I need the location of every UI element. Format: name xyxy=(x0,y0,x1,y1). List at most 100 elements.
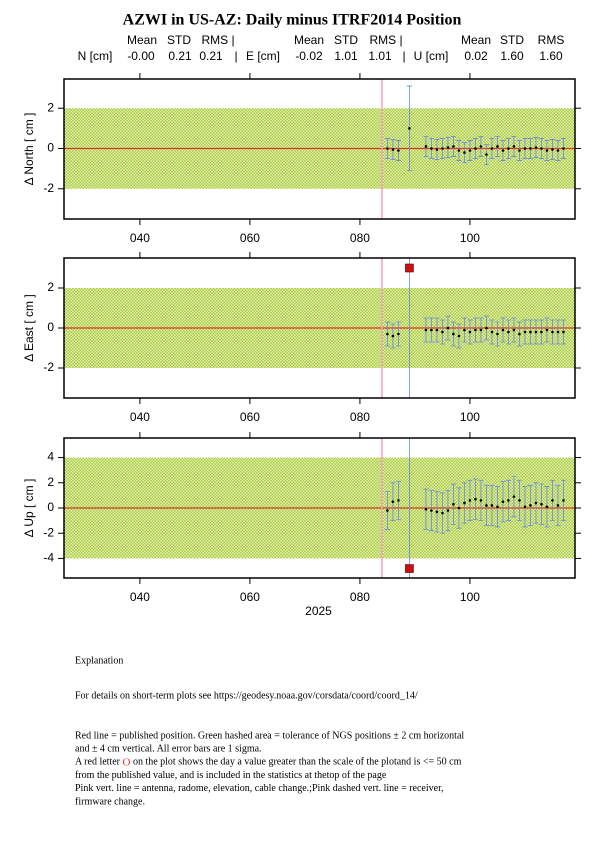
point xyxy=(507,499,510,502)
y-tick-label: -2 xyxy=(43,181,54,195)
explanation-line: A red letter O on the plot shows the day… xyxy=(75,756,462,768)
explanation-heading: Explanation xyxy=(75,655,123,666)
point xyxy=(408,127,411,130)
x-tick-label: 060 xyxy=(240,410,260,424)
point xyxy=(540,502,543,506)
y-tick-label: -2 xyxy=(43,360,54,374)
explanation-line: from the published value, and is include… xyxy=(75,770,387,781)
point xyxy=(386,509,389,512)
stats-separator: | xyxy=(402,49,405,63)
x-tick-label: 040 xyxy=(130,590,150,604)
x-tick-label: 080 xyxy=(350,590,370,604)
point xyxy=(496,332,499,336)
stats-value: -0.00 xyxy=(127,49,155,63)
explanation-details: For details on short-term plots see http… xyxy=(75,690,418,701)
point xyxy=(446,146,450,149)
y-tick-label: 0 xyxy=(47,141,54,155)
point xyxy=(391,334,395,338)
x-tick-label: 080 xyxy=(350,410,370,424)
point xyxy=(562,330,565,334)
point xyxy=(463,151,466,154)
stats-value: 1.01 xyxy=(368,49,392,63)
stats-value: N [cm] xyxy=(78,49,113,63)
point xyxy=(496,145,499,148)
point xyxy=(545,149,549,152)
point xyxy=(529,504,532,507)
x-tick-label: 080 xyxy=(350,231,370,245)
panel: -2 0 2 040 060 080 100 Δ East [ cm ] xyxy=(22,252,581,424)
point xyxy=(452,332,455,336)
point xyxy=(534,146,538,149)
point xyxy=(501,500,505,503)
point xyxy=(474,328,477,332)
stats-value: 0.02 xyxy=(464,49,488,63)
point xyxy=(463,501,466,505)
panel-frame xyxy=(63,78,576,220)
stats-value: 1.60 xyxy=(500,49,524,63)
y-tick-label: 2 xyxy=(47,475,54,489)
panel-frame xyxy=(63,257,576,399)
point xyxy=(518,499,521,502)
explanation-fragment: A red letter xyxy=(75,757,122,768)
point xyxy=(474,497,477,501)
point xyxy=(540,330,543,334)
stats-header: Mean xyxy=(294,33,324,47)
point xyxy=(507,330,510,334)
point xyxy=(457,149,461,152)
stats-header: RMS | xyxy=(369,33,402,47)
y-tick-label: 2 xyxy=(47,100,54,114)
x-tick-label: 060 xyxy=(240,590,260,604)
stats-header: Mean xyxy=(127,33,157,47)
point xyxy=(479,328,483,332)
point xyxy=(485,504,488,507)
panel-frame xyxy=(63,437,576,579)
y-tick-label: 0 xyxy=(47,320,54,334)
stats-value: U [cm] xyxy=(414,49,449,63)
point xyxy=(507,147,510,150)
point xyxy=(551,499,554,502)
point xyxy=(479,499,483,502)
explanation-line: firmware change. xyxy=(75,796,145,807)
point xyxy=(529,147,532,150)
point xyxy=(512,328,516,332)
x-tick-label: 100 xyxy=(460,410,480,424)
y-tick-label: -2 xyxy=(43,525,54,539)
point xyxy=(523,330,527,334)
y-axis-label: Δ East [ cm ] xyxy=(22,294,36,361)
stats-value: E [cm] xyxy=(246,49,280,63)
point xyxy=(386,332,389,336)
panel: -4 -2 0 2 4 040 060 080 100 Δ Up [ cm ] 2025 xyxy=(22,432,581,618)
stats-value: 0.21 xyxy=(168,49,192,63)
point xyxy=(446,326,450,330)
point xyxy=(485,326,488,330)
point xyxy=(435,328,439,332)
point xyxy=(556,149,560,152)
point xyxy=(556,330,560,334)
stats-value: 1.60 xyxy=(539,49,563,63)
point xyxy=(452,145,455,148)
point xyxy=(490,147,494,150)
stats-value: -0.02 xyxy=(295,49,323,63)
explanation-fragment: on the plot shows the day a value greate… xyxy=(130,757,461,768)
x-tick-label: 040 xyxy=(130,231,150,245)
point xyxy=(496,505,499,509)
stats-header: RMS | xyxy=(201,33,234,47)
out-of-scale-marker xyxy=(405,263,414,273)
point xyxy=(562,499,565,502)
point xyxy=(397,499,400,502)
point xyxy=(441,147,444,150)
point xyxy=(490,330,494,334)
y-tick-label: -4 xyxy=(43,551,54,565)
point xyxy=(523,505,527,509)
explanation-line: and ± 4 cm vertical. All error bars are … xyxy=(75,743,262,754)
y-axis-label: Δ Up [ cm ] xyxy=(22,479,36,538)
point xyxy=(545,328,549,332)
point xyxy=(397,149,400,152)
point xyxy=(463,328,466,332)
point xyxy=(534,330,538,334)
x-tick-label: 100 xyxy=(460,590,480,604)
y-axis-label: Δ North [ cm ] xyxy=(22,113,36,186)
point xyxy=(441,511,444,515)
point xyxy=(435,148,439,151)
